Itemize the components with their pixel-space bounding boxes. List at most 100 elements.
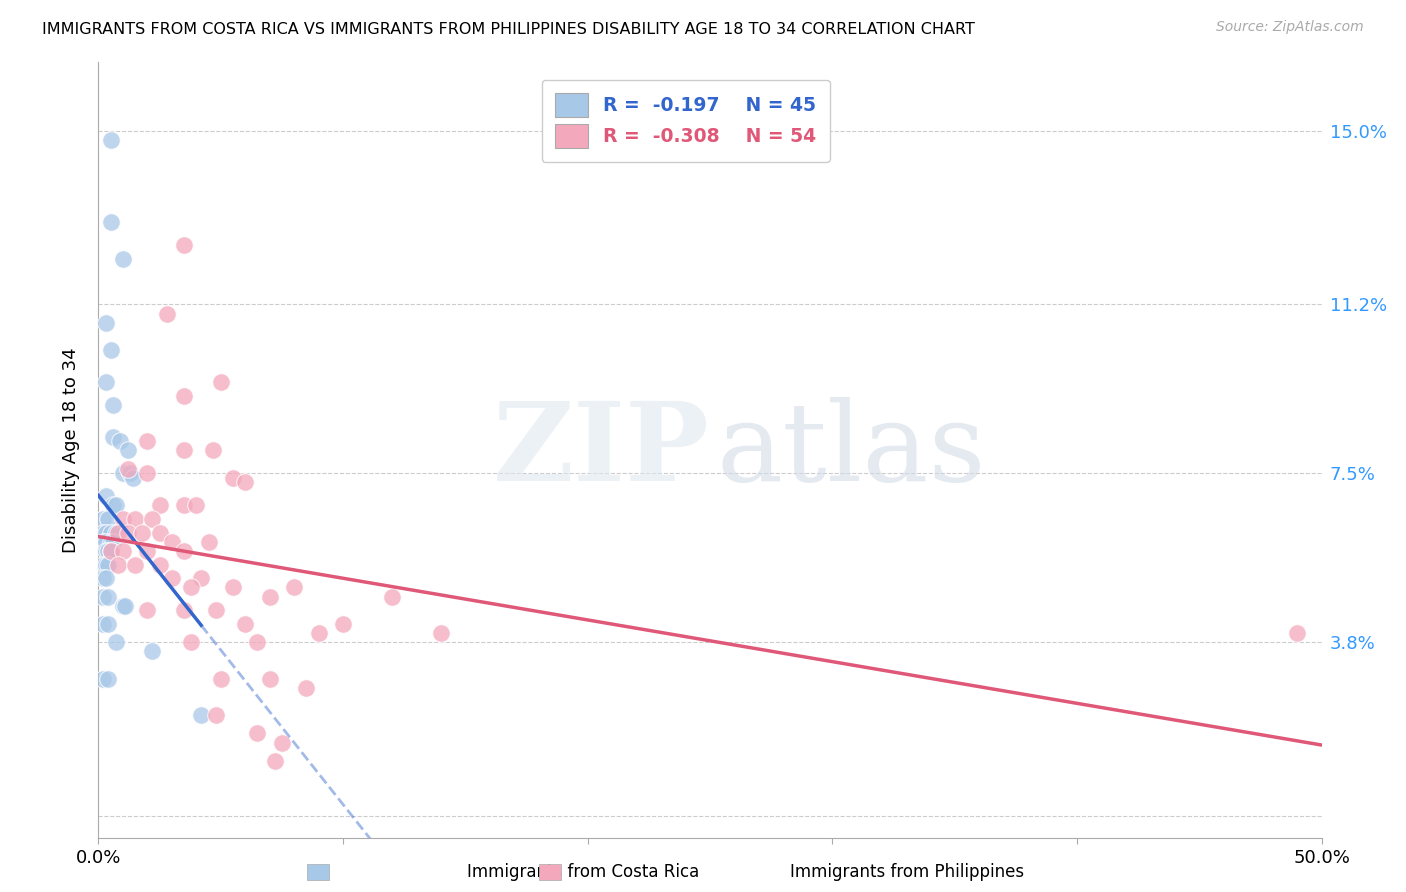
- Point: [173, 443, 195, 458]
- Point: [114, 599, 136, 613]
- Text: IMMIGRANTS FROM COSTA RICA VS IMMIGRANTS FROM PHILIPPINES DISABILITY AGE 18 TO 3: IMMIGRANTS FROM COSTA RICA VS IMMIGRANTS…: [42, 22, 974, 37]
- Point: [295, 681, 318, 695]
- Point: [104, 525, 127, 540]
- Point: [100, 525, 122, 540]
- Point: [100, 133, 122, 147]
- Y-axis label: Disability Age 18 to 34: Disability Age 18 to 34: [62, 348, 80, 553]
- Point: [91, 571, 114, 585]
- Point: [107, 558, 129, 572]
- Point: [173, 544, 195, 558]
- Point: [94, 375, 117, 389]
- Point: [101, 430, 124, 444]
- Point: [263, 754, 285, 768]
- Point: [100, 534, 122, 549]
- Point: [94, 489, 117, 503]
- Point: [173, 498, 195, 512]
- Point: [160, 534, 183, 549]
- Point: [94, 534, 117, 549]
- Text: Source: ZipAtlas.com: Source: ZipAtlas.com: [1216, 20, 1364, 34]
- Point: [117, 443, 139, 458]
- Point: [100, 544, 122, 558]
- Point: [97, 512, 120, 526]
- Point: [190, 708, 212, 723]
- Point: [186, 498, 208, 512]
- Point: [259, 590, 281, 604]
- Point: [111, 467, 134, 481]
- Point: [100, 215, 122, 229]
- Point: [156, 306, 179, 320]
- Point: [246, 726, 269, 740]
- Point: [136, 603, 159, 617]
- Point: [91, 558, 114, 572]
- Point: [190, 571, 212, 585]
- Point: [91, 616, 114, 631]
- Point: [91, 534, 114, 549]
- Text: Immigrants from Philippines: Immigrants from Philippines: [790, 863, 1024, 881]
- Point: [202, 443, 225, 458]
- Point: [233, 616, 256, 631]
- Point: [120, 467, 142, 481]
- Point: [101, 534, 124, 549]
- Point: [101, 398, 124, 412]
- Point: [91, 590, 114, 604]
- Point: [136, 544, 159, 558]
- Point: [430, 626, 453, 640]
- Point: [94, 558, 117, 572]
- Point: [141, 512, 163, 526]
- Point: [124, 558, 146, 572]
- Point: [94, 571, 117, 585]
- Point: [117, 525, 139, 540]
- Point: [124, 512, 146, 526]
- Point: [173, 603, 195, 617]
- Point: [141, 644, 163, 658]
- Bar: [538, 864, 561, 880]
- Point: [259, 672, 281, 686]
- Point: [121, 471, 143, 485]
- Point: [270, 736, 294, 750]
- Point: [111, 544, 134, 558]
- Point: [149, 558, 172, 572]
- Point: [233, 475, 256, 490]
- Point: [283, 581, 305, 595]
- Point: [94, 544, 117, 558]
- Point: [205, 708, 228, 723]
- Point: [222, 471, 245, 485]
- Point: [131, 525, 153, 540]
- Point: [104, 635, 127, 649]
- Point: [107, 525, 129, 540]
- Point: [100, 544, 122, 558]
- Point: [91, 512, 114, 526]
- Point: [110, 434, 132, 449]
- Point: [111, 512, 134, 526]
- Point: [111, 599, 134, 613]
- Point: [97, 558, 120, 572]
- Point: [97, 590, 120, 604]
- Point: [246, 635, 269, 649]
- Point: [136, 434, 159, 449]
- Text: Immigrants from Costa Rica: Immigrants from Costa Rica: [467, 863, 700, 881]
- Text: atlas: atlas: [716, 397, 986, 504]
- Point: [209, 672, 232, 686]
- Point: [94, 525, 117, 540]
- Point: [209, 375, 232, 389]
- Point: [100, 343, 122, 357]
- Point: [160, 571, 183, 585]
- Point: [91, 525, 114, 540]
- Point: [136, 467, 159, 481]
- Point: [111, 252, 134, 266]
- Point: [117, 461, 139, 475]
- Point: [91, 672, 114, 686]
- Point: [101, 498, 124, 512]
- Point: [222, 581, 245, 595]
- Point: [332, 616, 354, 631]
- Point: [149, 498, 172, 512]
- Point: [180, 635, 202, 649]
- Point: [1286, 626, 1309, 640]
- Point: [97, 544, 120, 558]
- Point: [381, 590, 404, 604]
- Legend: R =  -0.197    N = 45, R =  -0.308    N = 54: R = -0.197 N = 45, R = -0.308 N = 54: [541, 79, 830, 161]
- Bar: [307, 864, 329, 880]
- Point: [94, 316, 117, 330]
- Point: [173, 238, 195, 252]
- Point: [308, 626, 330, 640]
